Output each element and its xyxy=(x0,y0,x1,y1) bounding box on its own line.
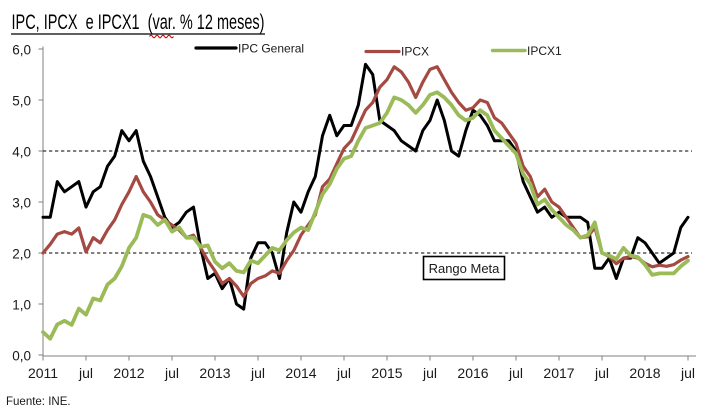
svg-text:jul: jul xyxy=(250,365,265,381)
svg-text:5,0: 5,0 xyxy=(12,94,31,109)
svg-text:2013: 2013 xyxy=(199,365,230,381)
svg-text:2018: 2018 xyxy=(629,365,660,381)
svg-text:2016: 2016 xyxy=(457,365,488,381)
svg-text:IPC, IPCX e IPCX1 (var. % 12: IPC, IPCX e IPCX1 (var. % 12 meses) xyxy=(12,11,265,34)
svg-text:2011: 2011 xyxy=(28,365,58,381)
svg-text:3,0: 3,0 xyxy=(12,196,31,211)
svg-text:IPCX: IPCX xyxy=(401,45,429,59)
svg-text:2017: 2017 xyxy=(543,365,574,381)
svg-text:jul: jul xyxy=(164,365,179,381)
svg-text:jul: jul xyxy=(422,365,437,381)
svg-text:4,0: 4,0 xyxy=(12,145,31,160)
svg-text:2012: 2012 xyxy=(113,365,144,381)
svg-text:jul: jul xyxy=(594,365,609,381)
svg-text:jul: jul xyxy=(336,365,351,381)
svg-text:2015: 2015 xyxy=(371,365,402,381)
svg-text:1,0: 1,0 xyxy=(12,298,31,313)
svg-text:IPCX1: IPCX1 xyxy=(527,44,562,58)
svg-text:jul: jul xyxy=(508,365,523,381)
svg-text:0,0: 0,0 xyxy=(12,349,31,364)
svg-text:2,0: 2,0 xyxy=(12,247,31,262)
svg-text:IPC General: IPC General xyxy=(238,42,304,56)
svg-text:Fuente: INE.: Fuente: INE. xyxy=(6,396,71,408)
svg-text:jul: jul xyxy=(680,365,695,381)
svg-text:6,0: 6,0 xyxy=(12,43,31,58)
svg-text:Rango Meta: Rango Meta xyxy=(429,261,501,276)
svg-text:jul: jul xyxy=(78,365,93,381)
svg-text:2014: 2014 xyxy=(285,365,316,381)
